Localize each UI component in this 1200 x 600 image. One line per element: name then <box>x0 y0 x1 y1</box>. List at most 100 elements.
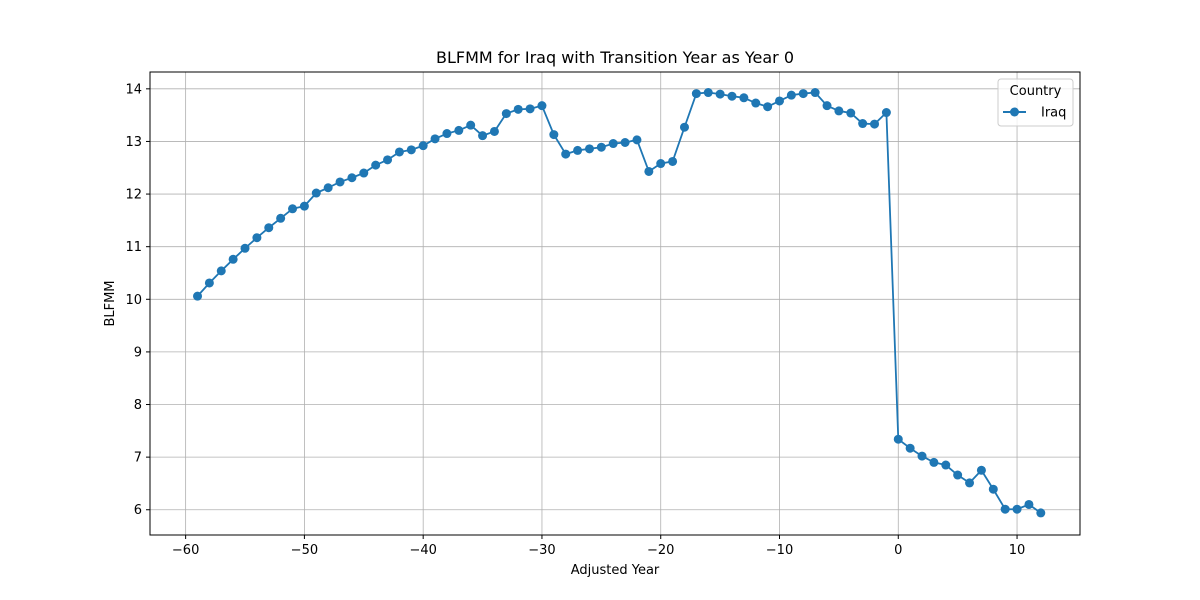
data-point <box>656 159 666 169</box>
data-point <box>323 183 333 193</box>
series-iraq <box>193 88 1046 518</box>
data-point <box>691 89 701 99</box>
data-point <box>537 101 547 111</box>
data-point <box>478 131 488 141</box>
y-tick-label: 6 <box>134 503 142 518</box>
data-point <box>549 130 559 140</box>
data-point <box>489 126 499 136</box>
data-point <box>1012 504 1022 514</box>
x-tick-label: 10 <box>1009 543 1026 558</box>
chart-title: BLFMM for Iraq with Transition Year as Y… <box>436 48 794 67</box>
data-point <box>941 460 951 470</box>
data-point <box>394 147 404 157</box>
data-point <box>525 104 535 114</box>
data-point <box>513 104 523 114</box>
data-point <box>834 106 844 116</box>
data-point <box>288 204 298 214</box>
data-point <box>739 93 749 103</box>
data-point <box>240 243 250 253</box>
data-point <box>228 254 238 264</box>
data-point <box>679 122 689 132</box>
data-point <box>347 173 357 183</box>
data-point <box>276 213 286 223</box>
x-tick-label: −60 <box>172 543 199 558</box>
data-point <box>299 201 309 211</box>
data-point <box>870 119 880 129</box>
data-point <box>775 96 785 106</box>
data-point <box>501 109 511 119</box>
data-point <box>561 149 571 159</box>
axis-ticks: −60 −50 −40 −30 −20 −10 0 10 6 7 8 9 10 11 12 13 14 <box>125 82 1025 558</box>
data-point <box>668 156 678 166</box>
data-point <box>1036 508 1046 518</box>
data-point <box>644 166 654 176</box>
y-tick-label: 7 <box>134 451 142 466</box>
y-tick-label: 11 <box>125 240 142 255</box>
data-point <box>442 129 452 139</box>
x-tick-label: −10 <box>766 543 793 558</box>
data-point <box>371 160 381 170</box>
data-point <box>763 102 773 112</box>
data-point <box>596 142 606 152</box>
data-point <box>1024 499 1034 509</box>
data-point <box>264 223 274 233</box>
data-point <box>573 145 583 155</box>
data-point <box>727 91 737 101</box>
data-point <box>608 139 618 149</box>
data-point <box>418 141 428 151</box>
plot-area-frame <box>149 71 1081 536</box>
x-tick-label: −30 <box>528 543 555 558</box>
data-point <box>204 278 214 288</box>
data-point <box>335 177 345 187</box>
y-tick-label: 10 <box>125 293 142 308</box>
data-point <box>798 89 808 99</box>
y-tick-label: 14 <box>125 82 142 97</box>
y-axis-label: BLFMM <box>103 280 118 326</box>
legend-label-iraq: Iraq <box>1041 106 1066 121</box>
data-point <box>751 98 761 108</box>
y-tick-label: 8 <box>134 398 142 413</box>
x-tick-label: −40 <box>409 543 436 558</box>
x-tick-label: −50 <box>291 543 318 558</box>
data-point <box>620 138 630 148</box>
data-point <box>953 470 963 480</box>
data-point <box>703 88 713 98</box>
data-point <box>893 434 903 444</box>
data-point <box>786 90 796 100</box>
data-point <box>216 266 226 276</box>
data-point <box>383 155 393 165</box>
legend-marker-iraq <box>1010 107 1019 117</box>
x-tick-label: −20 <box>647 543 674 558</box>
y-tick-label: 13 <box>125 135 142 150</box>
x-axis-label: Adjusted Year <box>571 563 660 578</box>
data-point <box>1000 504 1010 514</box>
data-point <box>252 233 262 243</box>
data-point <box>822 101 832 111</box>
data-point <box>881 108 891 118</box>
data-point <box>715 89 725 99</box>
data-point <box>988 484 998 494</box>
data-point <box>359 168 369 178</box>
data-point <box>965 478 975 488</box>
data-point <box>466 120 476 130</box>
y-tick-label: 9 <box>134 345 142 360</box>
data-point <box>976 465 986 475</box>
data-point <box>406 145 416 155</box>
data-point <box>430 134 440 144</box>
legend-title: Country <box>1010 84 1062 99</box>
data-point <box>858 119 868 129</box>
data-point <box>584 144 594 154</box>
data-point <box>454 125 464 135</box>
legend: Country Iraq <box>997 78 1074 127</box>
data-point <box>632 135 642 145</box>
data-point <box>929 457 939 467</box>
data-point <box>311 188 321 198</box>
data-point <box>810 88 820 98</box>
data-point <box>917 451 927 461</box>
data-point <box>193 291 203 301</box>
y-tick-label: 12 <box>125 188 142 203</box>
data-point <box>905 443 915 453</box>
data-point <box>846 108 856 118</box>
x-tick-label: 0 <box>894 543 902 558</box>
